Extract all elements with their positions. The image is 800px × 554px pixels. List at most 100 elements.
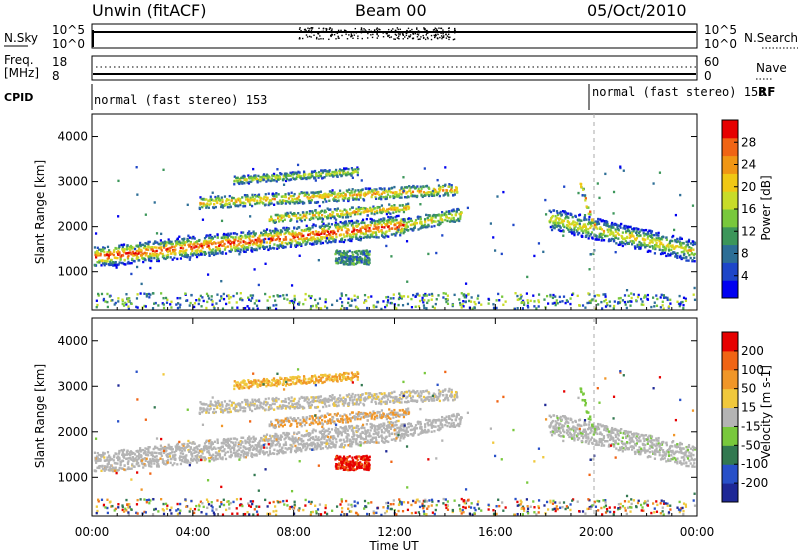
range-gate-cell: [402, 295, 406, 298]
range-gate-cell: [318, 217, 322, 220]
range-gate-cell: [452, 216, 455, 220]
range-gate-cell: [314, 179, 317, 182]
range-gate-cell: [430, 216, 433, 220]
range-gate-cell: [351, 196, 354, 200]
nsearch-dot: [424, 28, 426, 30]
range-gate-cell: [407, 220, 410, 224]
range-gate-cell: [277, 202, 280, 205]
nsearch-dot: [356, 31, 359, 33]
range-gate-cell: [322, 222, 325, 225]
range-gate-cell: [225, 233, 228, 236]
range-gate-cell: [383, 236, 386, 239]
range-gate-cell: [398, 208, 401, 212]
range-gate-cell: [388, 218, 391, 221]
range-gate-cell: [580, 229, 583, 232]
range-gate-cell: [258, 202, 261, 205]
range-gate-cell: [451, 304, 454, 308]
range-gate-cell: [331, 235, 334, 239]
range-gate-cell: [133, 247, 137, 251]
nsearch-dot: [388, 34, 390, 37]
range-gate-cell: [572, 230, 576, 234]
range-gate-cell: [255, 202, 259, 205]
range-gate-cell: [162, 257, 166, 260]
range-gate-cell: [301, 200, 304, 204]
range-gate-cell: [670, 252, 673, 255]
range-gate-cell: [269, 247, 272, 250]
range-gate-cell: [180, 458, 184, 462]
range-gate-cell: [284, 447, 287, 450]
range-gate-cell: [263, 234, 266, 237]
range-gate-cell: [520, 301, 523, 305]
nsearch-dot: [366, 37, 369, 39]
range-gate-cell: [212, 459, 216, 462]
range-gate-cell: [345, 262, 349, 266]
range-gate-cell: [166, 446, 169, 449]
range-gate-cell: [345, 189, 348, 192]
range-gate-cell: [680, 246, 683, 249]
range-gate-cell: [339, 297, 342, 300]
range-gate-cell: [556, 302, 559, 305]
range-gate-cell: [308, 172, 311, 176]
range-gate-cell: [574, 221, 577, 224]
range-gate-cell: [113, 461, 116, 465]
range-gate-cell: [360, 259, 363, 263]
range-gate-cell: [612, 234, 615, 237]
range-gate-cell: [398, 204, 401, 207]
range-gate-cell: [243, 204, 247, 208]
range-gate-cell: [206, 241, 210, 245]
range-gate-cell: [284, 195, 288, 199]
range-gate-cell: [672, 234, 675, 238]
range-gate-cell: [122, 247, 126, 251]
range-gate-cell: [428, 293, 431, 296]
range-gate-cell: [322, 227, 326, 231]
range-gate-cell: [480, 303, 483, 306]
range-gate-cell: [620, 241, 623, 245]
nsearch-dot: [416, 27, 418, 29]
range-gate-cell: [218, 299, 222, 302]
range-gate-cell: [377, 197, 381, 200]
range-gate-cell: [117, 468, 120, 472]
range-gate-cell: [342, 233, 345, 236]
range-gate-cell: [364, 207, 367, 210]
range-gate-cell: [367, 251, 370, 254]
range-gate-cell: [362, 232, 365, 236]
nsearch-dot: [388, 36, 391, 39]
range-gate-cell: [244, 236, 247, 240]
range-gate-cell: [228, 194, 231, 198]
range-gate-cell: [327, 170, 330, 174]
range-gate-cell: [141, 243, 145, 246]
freq-tick-bottom: 8: [52, 69, 60, 83]
range-gate-cell: [173, 256, 176, 260]
range-gate-cell: [251, 444, 254, 448]
range-gate-cell: [630, 239, 633, 243]
range-gate-cell: [307, 176, 310, 179]
range-gate-cell: [237, 199, 241, 202]
range-gate-cell: [190, 457, 193, 461]
range-gate-cell: [252, 453, 255, 456]
range-gate-cell: [315, 304, 318, 307]
range-gate-cell: [559, 300, 562, 304]
range-gate-cell: [660, 293, 663, 297]
range-gate-cell: [441, 220, 444, 224]
range-gate-cell: [264, 435, 267, 439]
range-gate-cell: [380, 188, 383, 191]
range-gate-cell: [342, 225, 345, 228]
range-gate-cell: [419, 227, 422, 230]
range-gate-cell: [144, 305, 147, 308]
range-gate-cell: [160, 249, 163, 252]
range-gate-cell: [319, 240, 322, 243]
range-gate-cell: [375, 191, 379, 194]
range-gate-cell: [380, 229, 383, 233]
range-gate-cell: [226, 294, 229, 298]
range-gate-cell: [276, 436, 279, 439]
range-gate-cell: [551, 214, 555, 218]
range-gate-cell: [121, 246, 124, 249]
range-gate-cell: [350, 167, 354, 170]
range-gate-cell: [248, 440, 251, 443]
range-gate-cell: [126, 449, 129, 453]
range-gate-cell: [223, 248, 227, 251]
range-gate-cell: [153, 455, 157, 459]
range-gate-cell: [567, 228, 570, 231]
range-gate-cell: [634, 247, 637, 250]
range-gate-cell: [584, 234, 588, 238]
